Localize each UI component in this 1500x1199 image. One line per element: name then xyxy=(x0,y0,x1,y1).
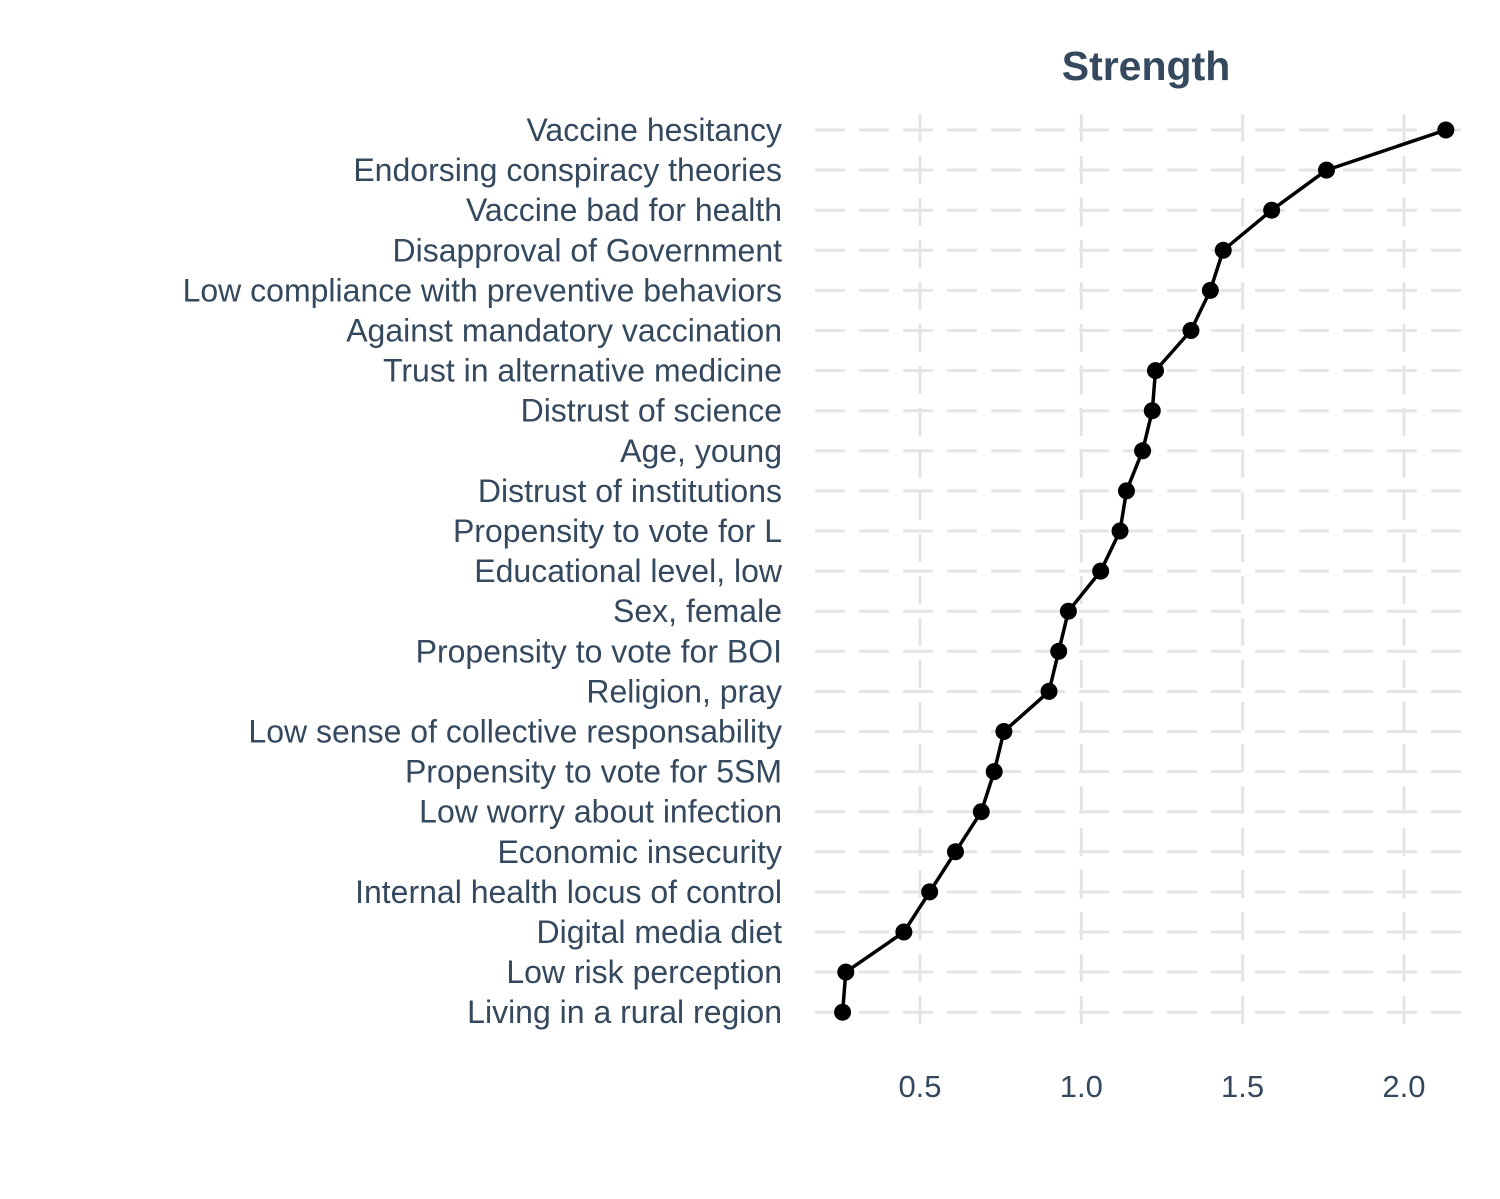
y-axis-label: Distrust of institutions xyxy=(478,473,782,509)
data-point xyxy=(985,763,1003,781)
data-point xyxy=(946,843,964,861)
y-axis-label: Propensity to vote for 5SM xyxy=(405,754,782,790)
y-axis-label: Propensity to vote for BOI xyxy=(416,633,782,669)
grid xyxy=(815,114,1470,1036)
y-axis-label: Trust in alternative medicine xyxy=(383,353,782,389)
data-point xyxy=(1146,362,1164,380)
data-point xyxy=(1214,241,1232,259)
data-point xyxy=(1263,201,1281,219)
data-point xyxy=(1050,642,1068,660)
data-point xyxy=(1111,522,1129,540)
y-axis-label: Religion, pray xyxy=(586,673,782,709)
y-axis-label: Low sense of collective responsability xyxy=(248,714,782,750)
x-axis-tick-label: 2.0 xyxy=(1382,1069,1425,1104)
y-axis-label: Vaccine hesitancy xyxy=(526,112,782,148)
y-axis-labels: Vaccine hesitancy Endorsing conspiracy th… xyxy=(183,112,783,1030)
data-point xyxy=(1201,281,1219,299)
data-point xyxy=(921,883,939,901)
y-axis-label: Distrust of science xyxy=(521,393,782,429)
data-point xyxy=(1059,602,1077,620)
data-point xyxy=(1040,682,1058,700)
x-axis-tick-label: 1.0 xyxy=(1060,1069,1103,1104)
data-point xyxy=(1134,442,1152,460)
x-axis-tick-label: 0.5 xyxy=(898,1069,941,1104)
strength-series xyxy=(834,121,1455,1021)
x-axis-tick-label: 1.5 xyxy=(1221,1069,1264,1104)
y-axis-label: Educational level, low xyxy=(474,553,783,589)
y-axis-label: Low risk perception xyxy=(506,954,782,990)
data-point xyxy=(895,923,913,941)
y-axis-label: Living in a rural region xyxy=(467,994,782,1030)
data-point xyxy=(995,723,1013,740)
y-axis-label: Vaccine bad for health xyxy=(466,192,782,228)
y-axis-label: Propensity to vote for L xyxy=(453,513,782,549)
data-point xyxy=(1117,482,1135,500)
data-point xyxy=(972,803,990,821)
y-axis-label: Low worry about infection xyxy=(419,794,782,830)
data-point xyxy=(834,1003,852,1021)
y-axis-label: Low compliance with preventive behaviors xyxy=(183,272,782,308)
y-axis-label: Sex, female xyxy=(613,593,782,629)
data-point xyxy=(1092,562,1110,580)
data-point xyxy=(837,963,855,981)
y-axis-label: Endorsing conspiracy theories xyxy=(353,152,782,188)
y-axis-label: Digital media diet xyxy=(537,914,783,950)
data-point xyxy=(1437,121,1455,139)
y-axis-label: Internal health locus of control xyxy=(355,874,782,910)
y-axis-label: Economic insecurity xyxy=(497,834,782,870)
x-axis-tick-labels: 0.5 1.0 1.5 2.0 xyxy=(898,1069,1425,1104)
data-point xyxy=(1182,322,1200,339)
y-axis-label: Disapproval of Government xyxy=(392,232,782,268)
data-point xyxy=(1143,402,1161,420)
y-axis-label: Age, young xyxy=(620,433,782,469)
y-axis-label: Against mandatory vaccination xyxy=(346,313,782,349)
chart-title: Strength xyxy=(1062,43,1231,89)
data-point xyxy=(1317,161,1335,179)
